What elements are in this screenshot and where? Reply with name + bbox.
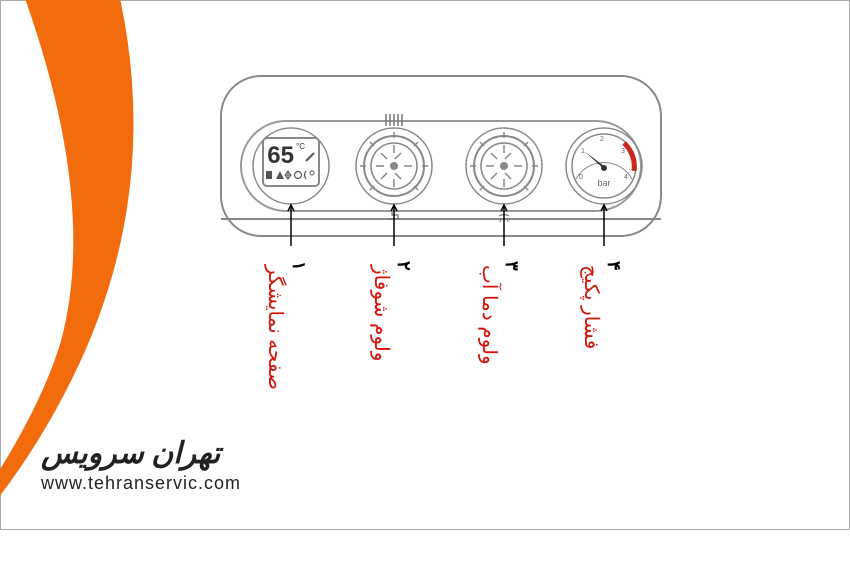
tap-icon	[388, 212, 398, 219]
svg-text:0: 0	[579, 174, 583, 181]
annotation-label-3: ولوم دما آب	[477, 265, 501, 365]
pressure-gauge: 0 1 2 3 4 bar	[566, 128, 642, 204]
annotation-number-3: ۳	[501, 261, 523, 271]
annotation-number-2: ۲	[393, 261, 415, 271]
svg-text:3: 3	[621, 148, 625, 155]
gauge-unit: bar	[597, 178, 610, 188]
svg-text:1: 1	[581, 148, 585, 155]
annotation-label-2: ولوم شوفاژ	[369, 265, 393, 361]
svg-text:4: 4	[624, 174, 628, 181]
brand-footer: تهران سرویس www.tehranservic.com	[41, 436, 241, 494]
boiler-control-panel: 65 °C	[216, 71, 666, 251]
svg-text:2: 2	[600, 136, 604, 143]
display-temperature: 65	[267, 142, 294, 169]
annotation-label-1: صفحه نمایشگر	[263, 265, 287, 390]
annotation-number-4: ۴	[603, 261, 625, 271]
annotation-label-4: فشار پکیج	[579, 265, 603, 349]
annotation-number-1: ۱	[288, 261, 310, 271]
display-screen: 65 °C	[253, 128, 329, 204]
heating-dial[interactable]	[356, 114, 432, 219]
display-unit: °C	[296, 142, 305, 151]
brand-url: www.tehranservic.com	[41, 473, 241, 494]
brand-name: تهران سرویس	[41, 436, 241, 471]
